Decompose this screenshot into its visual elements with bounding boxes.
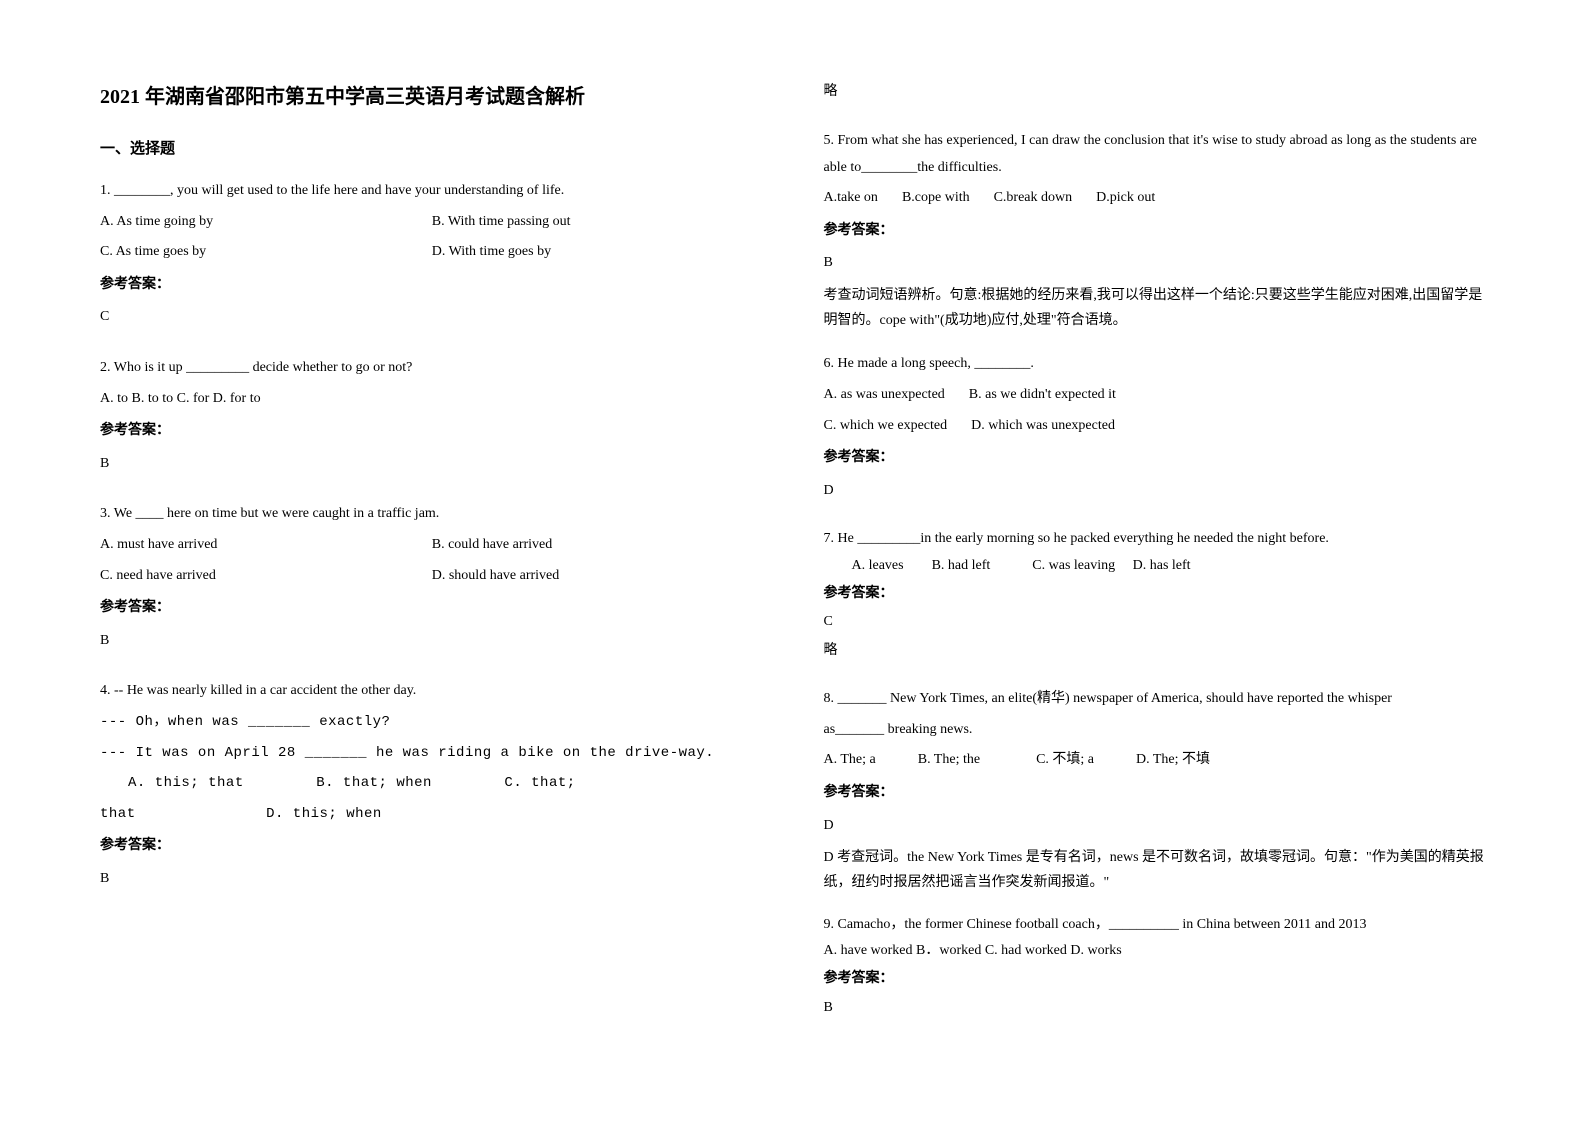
q8-answer: D bbox=[824, 813, 1488, 840]
q8-answer-label: 参考答案： bbox=[824, 780, 1488, 807]
q4-answer-label: 参考答案： bbox=[100, 833, 764, 860]
q9-stem: 9. Camacho，the former Chinese football c… bbox=[824, 914, 1488, 936]
q7-answer: C bbox=[824, 611, 1488, 633]
q3-optA: A. must have arrived bbox=[100, 532, 432, 559]
q8-explanation: D 考查冠词。the New York Times 是专有名词，news 是不可… bbox=[824, 845, 1488, 895]
q4-stem: 4. -- He was nearly killed in a car acci… bbox=[100, 678, 764, 705]
q1-optD: D. With time goes by bbox=[432, 239, 764, 266]
q1-answer: C bbox=[100, 304, 764, 331]
question-8: 8. _______ New York Times, an elite(精华) … bbox=[824, 686, 1488, 895]
question-6: 6. He made a long speech, ________. A. a… bbox=[824, 351, 1488, 510]
q2-stem: 2. Who is it up _________ decide whether… bbox=[100, 355, 764, 382]
q6-optC: C. which we expected bbox=[824, 413, 948, 440]
q6-stem: 6. He made a long speech, ________. bbox=[824, 351, 1488, 378]
q5-answer: B bbox=[824, 250, 1488, 277]
q8-stem2: as_______ breaking news. bbox=[824, 717, 1488, 744]
q1-answer-label: 参考答案： bbox=[100, 272, 764, 299]
question-2: 2. Who is it up _________ decide whether… bbox=[100, 355, 764, 483]
q7-options: A. leaves B. had left C. was leaving D. … bbox=[824, 555, 1488, 577]
q4-line3: --- It was on April 28 _______ he was ri… bbox=[100, 740, 764, 767]
page-container: 2021 年湖南省邵阳市第五中学高三英语月考试题含解析 一、选择题 1. ___… bbox=[100, 80, 1487, 1082]
left-column: 2021 年湖南省邵阳市第五中学高三英语月考试题含解析 一、选择题 1. ___… bbox=[100, 80, 764, 1082]
q6-optA: A. as was unexpected bbox=[824, 382, 945, 409]
q3-answer: B bbox=[100, 628, 764, 655]
q5-stem: 5. From what she has experienced, I can … bbox=[824, 128, 1488, 181]
document-title: 2021 年湖南省邵阳市第五中学高三英语月考试题含解析 bbox=[100, 80, 764, 109]
q4-opts2: that D. this; when bbox=[100, 801, 764, 828]
q9-options: A. have worked B．worked C. had worked D.… bbox=[824, 940, 1488, 962]
q2-options: A. to B. to to C. for D. for to bbox=[100, 386, 764, 413]
q5-answer-label: 参考答案： bbox=[824, 218, 1488, 245]
q4-lue: 略 bbox=[824, 80, 1488, 100]
q4-line2: --- Oh，when was _______ exactly? bbox=[100, 709, 764, 736]
question-4: 4. -- He was nearly killed in a car acci… bbox=[100, 678, 764, 898]
q6-optB: B. as we didn't expected it bbox=[969, 382, 1116, 409]
q3-optD: D. should have arrived bbox=[432, 563, 764, 590]
question-1: 1. ________, you will get used to the li… bbox=[100, 178, 764, 337]
q3-stem: 3. We ____ here on time but we were caug… bbox=[100, 501, 764, 528]
q3-optC: C. need have arrived bbox=[100, 563, 432, 590]
q8-stem1: 8. _______ New York Times, an elite(精华) … bbox=[824, 686, 1488, 713]
q9-answer: B bbox=[824, 997, 1488, 1019]
q4-opts1: A. this; that B. that; when C. that; bbox=[100, 770, 764, 797]
q6-answer-label: 参考答案： bbox=[824, 445, 1488, 472]
q1-options-row1: A. As time going by B. With time passing… bbox=[100, 209, 764, 236]
question-5: 5. From what she has experienced, I can … bbox=[824, 128, 1488, 333]
q6-options-row2: C. which we expected D. which was unexpe… bbox=[824, 413, 1488, 440]
q3-answer-label: 参考答案： bbox=[100, 595, 764, 622]
q5-options: A.take on B.cope with C.break down D.pic… bbox=[824, 185, 1488, 212]
q9-answer-label: 参考答案： bbox=[824, 968, 1488, 990]
question-7: 7. He _________in the early morning so h… bbox=[824, 528, 1488, 668]
q1-optB: B. With time passing out bbox=[432, 209, 764, 236]
question-3: 3. We ____ here on time but we were caug… bbox=[100, 501, 764, 660]
q2-answer: B bbox=[100, 451, 764, 478]
q7-lue: 略 bbox=[824, 640, 1488, 662]
q5-optC: C.break down bbox=[994, 185, 1073, 212]
q7-answer-label: 参考答案： bbox=[824, 583, 1488, 605]
q3-options-row1: A. must have arrived B. could have arriv… bbox=[100, 532, 764, 559]
q1-options-row2: C. As time goes by D. With time goes by bbox=[100, 239, 764, 266]
q5-optA: A.take on bbox=[824, 185, 878, 212]
section-header: 一、选择题 bbox=[100, 137, 764, 158]
q6-options-row1: A. as was unexpected B. as we didn't exp… bbox=[824, 382, 1488, 409]
q8-options: A. The; a B. The; the C. 不填; a D. The; 不… bbox=[824, 747, 1488, 774]
q3-optB: B. could have arrived bbox=[432, 532, 764, 559]
q2-answer-label: 参考答案： bbox=[100, 418, 764, 445]
q3-options-row2: C. need have arrived D. should have arri… bbox=[100, 563, 764, 590]
q1-optC: C. As time goes by bbox=[100, 239, 432, 266]
right-column: 略 5. From what she has experienced, I ca… bbox=[824, 80, 1488, 1082]
q5-explanation: 考查动词短语辨析。句意:根据她的经历来看,我可以得出这样一个结论:只要这些学生能… bbox=[824, 283, 1488, 333]
q5-optD: D.pick out bbox=[1096, 185, 1155, 212]
q4-answer: B bbox=[100, 866, 764, 893]
q6-answer: D bbox=[824, 478, 1488, 505]
q5-optB: B.cope with bbox=[902, 185, 970, 212]
question-9: 9. Camacho，the former Chinese football c… bbox=[824, 914, 1488, 1026]
q1-stem: 1. ________, you will get used to the li… bbox=[100, 178, 764, 205]
q7-stem: 7. He _________in the early morning so h… bbox=[824, 528, 1488, 550]
q6-optD: D. which was unexpected bbox=[971, 413, 1115, 440]
q1-optA: A. As time going by bbox=[100, 209, 432, 236]
